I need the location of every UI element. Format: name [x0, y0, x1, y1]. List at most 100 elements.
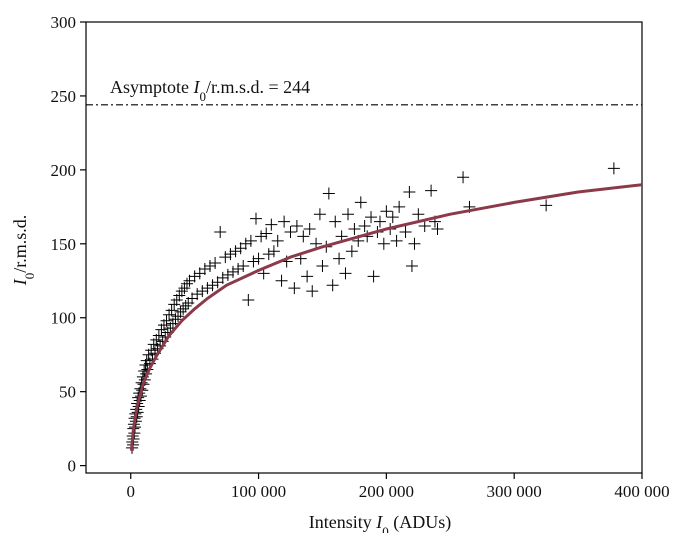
scatter-point — [247, 255, 260, 268]
scatter-point — [160, 314, 173, 327]
scatter-point — [342, 208, 355, 221]
scatter-point — [313, 208, 326, 221]
scatter-point — [607, 162, 620, 175]
scatter-point — [329, 215, 342, 228]
scatter-point — [301, 270, 314, 283]
scatter-point — [399, 225, 412, 238]
scatter-point — [358, 220, 371, 233]
x-axis: 0 100 000 200 000 300 000 400 000 — [126, 473, 670, 501]
scatter-point — [219, 251, 232, 264]
scatter-point — [255, 230, 268, 243]
scatter-point — [260, 227, 273, 240]
scatter-point — [242, 293, 255, 306]
plot-frame — [85, 21, 643, 474]
scatter-point — [288, 282, 301, 295]
asymptote: Asymptote I0/r.m.s.d. = 244 — [86, 77, 642, 106]
scatter-point — [322, 187, 335, 200]
y-tick-label: 50 — [59, 383, 76, 402]
scatter-point — [214, 225, 227, 238]
x-tick-label: 0 — [126, 482, 135, 501]
scatter-point — [393, 200, 406, 213]
scatter-point — [265, 218, 278, 231]
scatter-point — [377, 237, 390, 250]
scatter-point — [354, 196, 367, 209]
scatter-point — [203, 259, 216, 272]
scatter-point — [412, 208, 425, 221]
scatter-point — [365, 211, 378, 224]
scatter-point — [201, 282, 214, 295]
scatter-point — [386, 211, 399, 224]
scatter-point — [165, 304, 178, 317]
scatter-point — [367, 270, 380, 283]
y-tick-label: 150 — [51, 235, 77, 254]
scatter-point — [252, 252, 265, 265]
scatter-point — [297, 230, 310, 243]
scatter-point — [174, 305, 187, 318]
scatter-point — [179, 299, 192, 312]
scatter-point — [239, 237, 252, 250]
scatter-point — [380, 205, 393, 218]
scatter-point — [209, 257, 222, 270]
scatter-point — [175, 285, 188, 298]
scatter-point — [316, 259, 329, 272]
scatter-point — [177, 302, 190, 315]
scatter-point — [431, 223, 444, 236]
scatter-point — [191, 288, 204, 301]
scatter-point — [290, 220, 303, 233]
scatter-point — [216, 271, 229, 284]
scatter-point — [267, 245, 280, 258]
fit-curve — [129, 183, 642, 451]
scatter-point — [262, 248, 275, 261]
scatter-point — [229, 245, 242, 258]
scatter-point — [345, 245, 358, 258]
scatter-point — [284, 225, 297, 238]
scatter-point — [278, 215, 291, 228]
scatter-point — [408, 237, 421, 250]
x-axis-label: Intensity I0 (ADUs) — [309, 512, 452, 533]
scatter-point — [196, 285, 209, 298]
scatter-point — [425, 184, 438, 197]
scatter-point — [348, 223, 361, 236]
x-tick-label: 300 000 — [487, 482, 542, 501]
scatter-point — [326, 279, 339, 292]
scatter-point — [206, 279, 219, 292]
scatter-point — [226, 265, 239, 278]
scatter-point — [244, 234, 257, 247]
scatter-point — [232, 262, 245, 275]
y-tick-label: 100 — [51, 309, 77, 328]
scatter-point — [390, 234, 403, 247]
x-tick-label: 100 000 — [231, 482, 286, 501]
scatter-point — [333, 252, 346, 265]
scatter-point — [221, 268, 234, 281]
scatter-point — [306, 285, 319, 298]
scatter-series — [126, 162, 620, 454]
scatter-point — [418, 220, 431, 233]
scatter-point — [188, 270, 201, 283]
scatter-point — [540, 199, 553, 212]
scatter-point — [224, 248, 237, 261]
x-tick-label: 200 000 — [359, 482, 414, 501]
x-tick-label: 400 000 — [614, 482, 669, 501]
scatter-point — [249, 212, 262, 225]
scatter-point — [403, 186, 416, 199]
y-tick-label: 0 — [68, 457, 77, 476]
scatter-point — [339, 267, 352, 280]
scatter-point — [303, 223, 316, 236]
scatter-point — [271, 234, 284, 247]
y-tick-label: 200 — [51, 161, 77, 180]
scatter-point — [237, 259, 250, 272]
y-tick-label: 250 — [51, 87, 77, 106]
y-axis-label: I0/r.m.s.d. — [10, 215, 37, 287]
scatter-point — [140, 354, 153, 367]
scatter-point — [275, 274, 288, 287]
fit-curve-line — [129, 183, 642, 451]
scatter-point — [198, 262, 211, 275]
scatter-point — [169, 313, 182, 326]
scatter-point — [180, 277, 193, 290]
y-tick-label: 300 — [51, 13, 77, 32]
y-axis: 0 50 100 150 200 250 300 — [51, 13, 86, 476]
asymptote-label: Asymptote I0/r.m.s.d. = 244 — [110, 77, 310, 104]
scatter-point — [457, 171, 470, 184]
scatter-point — [373, 215, 386, 228]
